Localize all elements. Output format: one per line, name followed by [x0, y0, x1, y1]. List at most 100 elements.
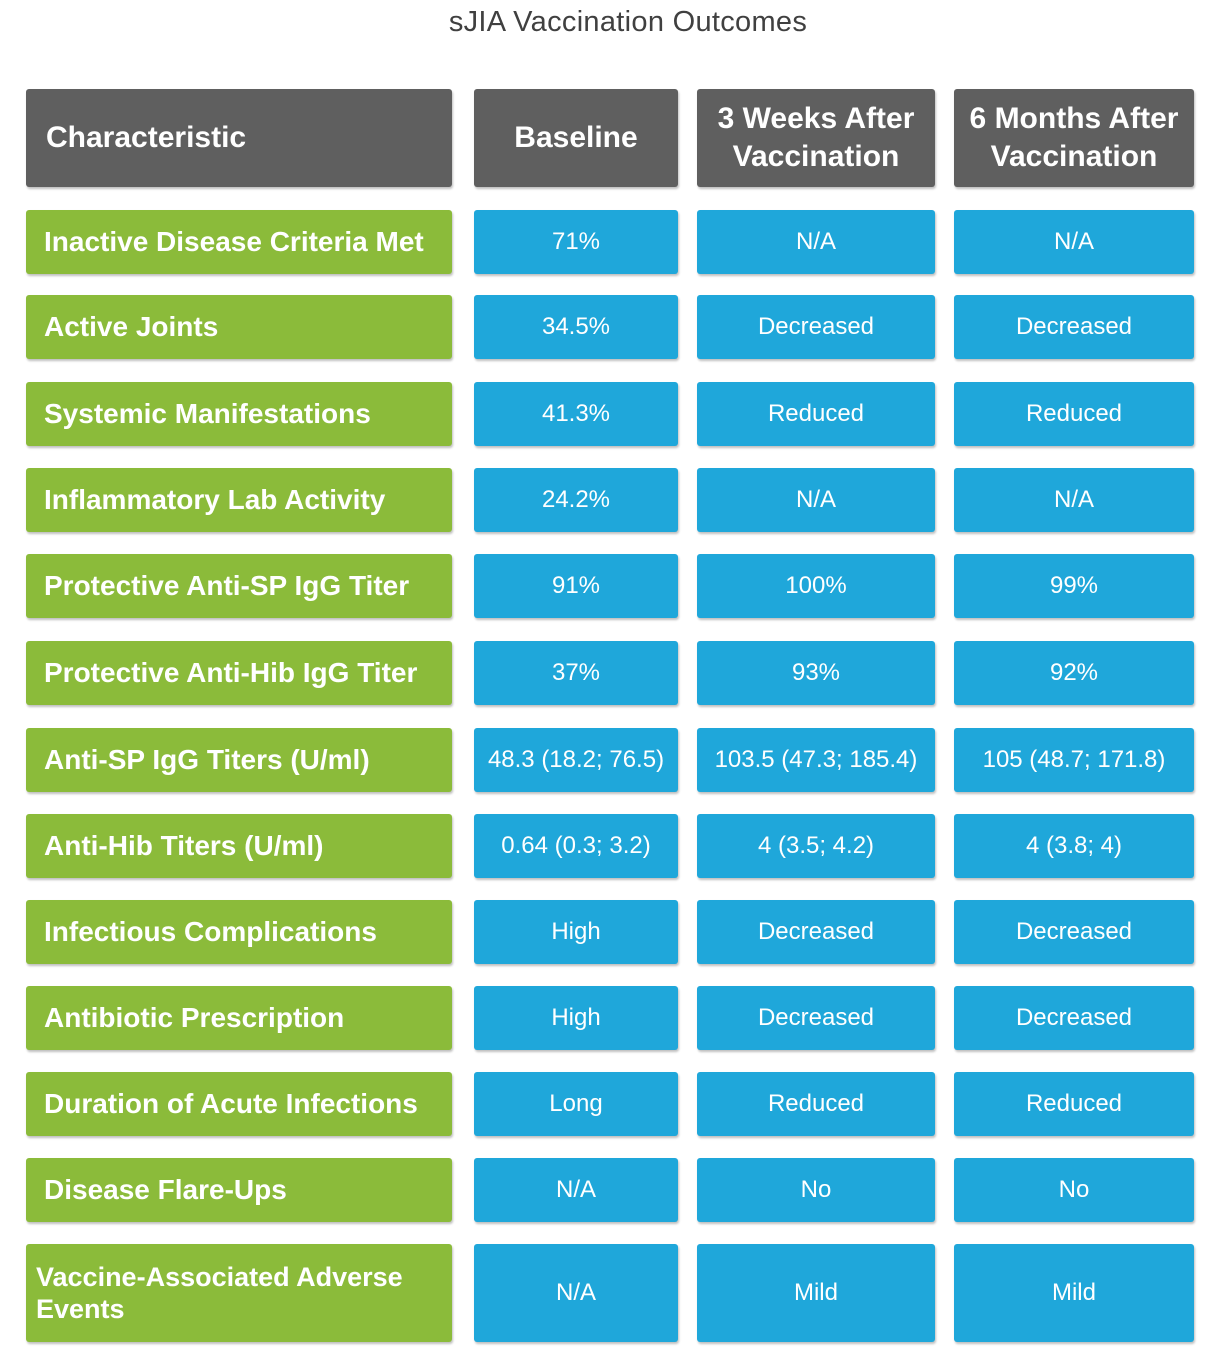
- cell-antibiotic-prescription-3-weeks-after-vaccination: Decreased: [697, 986, 935, 1050]
- cell-protective-anti-hib-igg-titer-baseline: 37%: [474, 641, 678, 705]
- row-label-protective-anti-sp-igg-titer: Protective Anti-SP IgG Titer: [26, 554, 452, 618]
- cell-infectious-complications-3-weeks-after-vaccination-text: Decreased: [757, 918, 875, 945]
- cell-duration-of-acute-infections-baseline: Long: [474, 1072, 678, 1136]
- cell-protective-anti-hib-igg-titer-baseline-text: 37%: [551, 659, 601, 686]
- row-label-inflammatory-lab-activity: Inflammatory Lab Activity: [26, 468, 452, 532]
- cell-protective-anti-sp-igg-titer-6-months-after-vaccination: 99%: [954, 554, 1194, 618]
- cell-protective-anti-hib-igg-titer-3-weeks-after-vaccination: 93%: [697, 641, 935, 705]
- cell-active-joints-3-weeks-after-vaccination: Decreased: [697, 295, 935, 359]
- row-label-systemic-manifestations: Systemic Manifestations: [26, 382, 452, 446]
- cell-inactive-disease-criteria-met-3-weeks-after-vaccination-text: N/A: [795, 228, 836, 255]
- row-label-duration-of-acute-infections: Duration of Acute Infections: [26, 1072, 452, 1136]
- cell-infectious-complications-baseline: High: [474, 900, 678, 964]
- row-label-systemic-manifestations-text: Systemic Manifestations: [44, 398, 371, 429]
- cell-inflammatory-lab-activity-3-weeks-after-vaccination: N/A: [697, 468, 935, 532]
- header-3-weeks-after-vaccination: 3 Weeks After Vaccination: [697, 89, 935, 187]
- row-label-anti-sp-igg-titers-u-ml: Anti-SP IgG Titers (U/ml): [26, 728, 452, 792]
- cell-anti-sp-igg-titers-u-ml-6-months-after-vaccination: 105 (48.7; 171.8): [954, 728, 1194, 792]
- row-label-vaccine-associated-adverse-events-text: Vaccine-Associated Adverse Events: [36, 1262, 403, 1324]
- row-label-anti-hib-titers-u-ml: Anti-Hib Titers (U/ml): [26, 814, 452, 878]
- cell-disease-flare-ups-baseline: N/A: [474, 1158, 678, 1222]
- row-label-infectious-complications: Infectious Complications: [26, 900, 452, 964]
- cell-vaccine-associated-adverse-events-3-weeks-after-vaccination-text: Mild: [793, 1279, 838, 1306]
- cell-disease-flare-ups-6-months-after-vaccination: No: [954, 1158, 1194, 1222]
- row-label-duration-of-acute-infections-text: Duration of Acute Infections: [44, 1088, 418, 1119]
- header-6-months-after-vaccination-text: 6 Months After Vaccination: [969, 102, 1179, 173]
- row-label-protective-anti-hib-igg-titer: Protective Anti-Hib IgG Titer: [26, 641, 452, 705]
- cell-systemic-manifestations-baseline: 41.3%: [474, 382, 678, 446]
- cell-inactive-disease-criteria-met-baseline-text: 71%: [551, 228, 601, 255]
- row-label-infectious-complications-text: Infectious Complications: [44, 916, 377, 947]
- cell-inflammatory-lab-activity-baseline: 24.2%: [474, 468, 678, 532]
- cell-protective-anti-sp-igg-titer-baseline-text: 91%: [551, 572, 601, 599]
- cell-anti-hib-titers-u-ml-3-weeks-after-vaccination-text: 4 (3.5; 4.2): [757, 832, 875, 859]
- row-label-inactive-disease-criteria-met: Inactive Disease Criteria Met: [26, 210, 452, 274]
- cell-protective-anti-sp-igg-titer-6-months-after-vaccination-text: 99%: [1049, 572, 1099, 599]
- header-baseline-text: Baseline: [514, 121, 638, 154]
- cell-active-joints-baseline: 34.5%: [474, 295, 678, 359]
- cell-protective-anti-sp-igg-titer-baseline: 91%: [474, 554, 678, 618]
- row-label-vaccine-associated-adverse-events: Vaccine-Associated Adverse Events: [26, 1244, 452, 1342]
- row-label-antibiotic-prescription-text: Antibiotic Prescription: [44, 1002, 345, 1033]
- cell-protective-anti-hib-igg-titer-6-months-after-vaccination: 92%: [954, 641, 1194, 705]
- cell-duration-of-acute-infections-3-weeks-after-vaccination: Reduced: [697, 1072, 935, 1136]
- cell-antibiotic-prescription-6-months-after-vaccination: Decreased: [954, 986, 1194, 1050]
- cell-systemic-manifestations-3-weeks-after-vaccination-text: Reduced: [767, 400, 865, 427]
- cell-systemic-manifestations-baseline-text: 41.3%: [541, 400, 611, 427]
- cell-antibiotic-prescription-baseline: High: [474, 986, 678, 1050]
- cell-antibiotic-prescription-baseline-text: High: [551, 1004, 601, 1031]
- cell-active-joints-6-months-after-vaccination: Decreased: [954, 295, 1194, 359]
- row-label-anti-sp-igg-titers-u-ml-text: Anti-SP IgG Titers (U/ml): [44, 744, 370, 775]
- cell-disease-flare-ups-3-weeks-after-vaccination: No: [697, 1158, 935, 1222]
- cell-active-joints-3-weeks-after-vaccination-text: Decreased: [757, 313, 875, 340]
- cell-disease-flare-ups-baseline-text: N/A: [555, 1176, 596, 1203]
- cell-active-joints-6-months-after-vaccination-text: Decreased: [1015, 313, 1133, 340]
- cell-anti-hib-titers-u-ml-6-months-after-vaccination-text: 4 (3.8; 4): [1025, 832, 1123, 859]
- cell-inactive-disease-criteria-met-3-weeks-after-vaccination: N/A: [697, 210, 935, 274]
- cell-disease-flare-ups-6-months-after-vaccination-text: No: [1058, 1176, 1090, 1203]
- row-label-disease-flare-ups: Disease Flare-Ups: [26, 1158, 452, 1222]
- cell-disease-flare-ups-3-weeks-after-vaccination-text: No: [800, 1176, 832, 1203]
- cell-anti-sp-igg-titers-u-ml-3-weeks-after-vaccination: 103.5 (47.3; 185.4): [697, 728, 935, 792]
- cell-anti-sp-igg-titers-u-ml-3-weeks-after-vaccination-text: 103.5 (47.3; 185.4): [714, 746, 918, 773]
- cell-anti-hib-titers-u-ml-3-weeks-after-vaccination: 4 (3.5; 4.2): [697, 814, 935, 878]
- cell-inflammatory-lab-activity-6-months-after-vaccination: N/A: [954, 468, 1194, 532]
- cell-inflammatory-lab-activity-6-months-after-vaccination-text: N/A: [1053, 486, 1094, 513]
- cell-inactive-disease-criteria-met-6-months-after-vaccination-text: N/A: [1053, 228, 1094, 255]
- cell-protective-anti-sp-igg-titer-3-weeks-after-vaccination-text: 100%: [785, 572, 847, 599]
- row-label-inflammatory-lab-activity-text: Inflammatory Lab Activity: [44, 484, 386, 515]
- cell-infectious-complications-6-months-after-vaccination-text: Decreased: [1015, 918, 1133, 945]
- row-label-protective-anti-sp-igg-titer-text: Protective Anti-SP IgG Titer: [44, 570, 410, 601]
- header-baseline: Baseline: [474, 89, 678, 187]
- cell-systemic-manifestations-3-weeks-after-vaccination: Reduced: [697, 382, 935, 446]
- cell-infectious-complications-3-weeks-after-vaccination: Decreased: [697, 900, 935, 964]
- cell-active-joints-baseline-text: 34.5%: [541, 313, 611, 340]
- cell-anti-hib-titers-u-ml-baseline-text: 0.64 (0.3; 3.2): [501, 832, 651, 859]
- header-characteristic: Characteristic: [26, 89, 452, 187]
- cell-duration-of-acute-infections-6-months-after-vaccination-text: Reduced: [1025, 1090, 1123, 1117]
- row-label-active-joints-text: Active Joints: [44, 311, 219, 342]
- cell-inflammatory-lab-activity-3-weeks-after-vaccination-text: N/A: [795, 486, 836, 513]
- cell-systemic-manifestations-6-months-after-vaccination-text: Reduced: [1025, 400, 1123, 427]
- cell-vaccine-associated-adverse-events-6-months-after-vaccination: Mild: [954, 1244, 1194, 1342]
- cell-protective-anti-sp-igg-titer-3-weeks-after-vaccination: 100%: [697, 554, 935, 618]
- cell-vaccine-associated-adverse-events-baseline-text: N/A: [555, 1279, 596, 1306]
- header-3-weeks-after-vaccination-text: 3 Weeks After Vaccination: [717, 102, 915, 173]
- cell-antibiotic-prescription-6-months-after-vaccination-text: Decreased: [1015, 1004, 1133, 1031]
- header-characteristic-text: Characteristic: [46, 121, 247, 154]
- cell-anti-hib-titers-u-ml-baseline: 0.64 (0.3; 3.2): [474, 814, 678, 878]
- cell-protective-anti-hib-igg-titer-3-weeks-after-vaccination-text: 93%: [791, 659, 841, 686]
- cell-duration-of-acute-infections-baseline-text: Long: [549, 1090, 603, 1117]
- cell-vaccine-associated-adverse-events-6-months-after-vaccination-text: Mild: [1051, 1279, 1096, 1306]
- row-label-protective-anti-hib-igg-titer-text: Protective Anti-Hib IgG Titer: [44, 657, 418, 688]
- cell-inactive-disease-criteria-met-baseline: 71%: [474, 210, 678, 274]
- cell-duration-of-acute-infections-3-weeks-after-vaccination-text: Reduced: [767, 1090, 865, 1117]
- cell-infectious-complications-baseline-text: High: [551, 918, 601, 945]
- row-label-inactive-disease-criteria-met-text: Inactive Disease Criteria Met: [44, 226, 424, 257]
- cell-vaccine-associated-adverse-events-baseline: N/A: [474, 1244, 678, 1342]
- row-label-antibiotic-prescription: Antibiotic Prescription: [26, 986, 452, 1050]
- cell-vaccine-associated-adverse-events-3-weeks-after-vaccination: Mild: [697, 1244, 935, 1342]
- cell-infectious-complications-6-months-after-vaccination: Decreased: [954, 900, 1194, 964]
- cell-duration-of-acute-infections-6-months-after-vaccination: Reduced: [954, 1072, 1194, 1136]
- table-title: sJIA Vaccination Outcomes: [448, 6, 808, 38]
